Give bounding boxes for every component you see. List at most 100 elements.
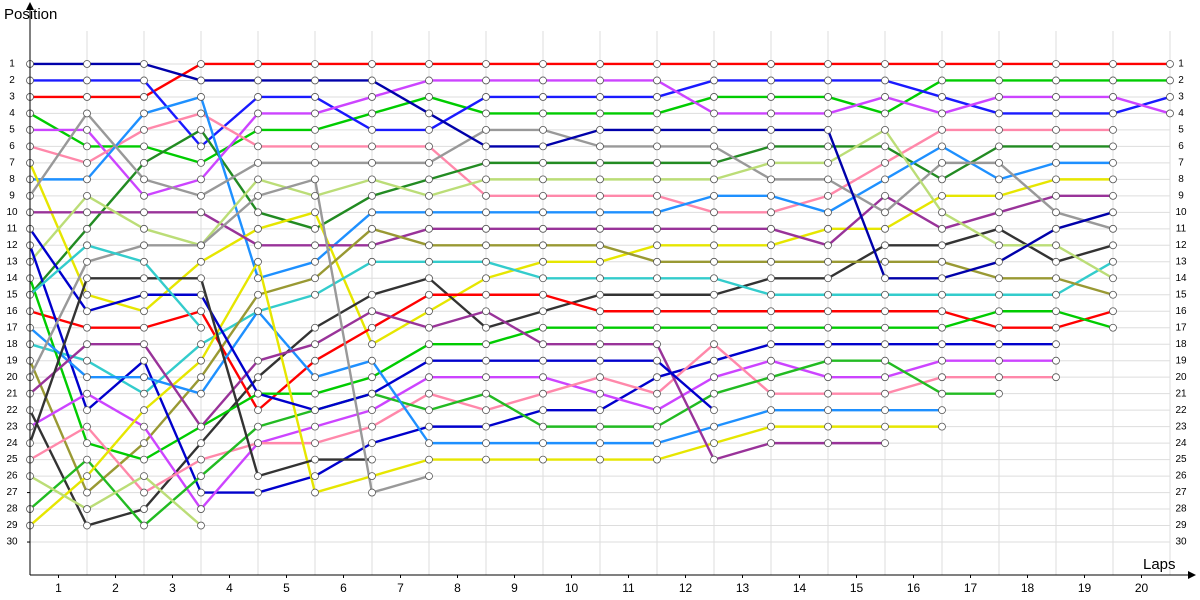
marker <box>254 224 262 233</box>
marker <box>995 356 1003 365</box>
marker <box>596 109 604 118</box>
marker <box>311 191 319 200</box>
marker <box>254 290 262 299</box>
y-tick-label-right: 12 <box>1175 240 1187 251</box>
marker <box>197 241 205 250</box>
marker <box>254 406 262 415</box>
marker <box>83 505 91 513</box>
marker <box>425 158 433 167</box>
marker <box>710 406 718 415</box>
marker <box>368 307 376 316</box>
x-tick-label: 2 <box>112 581 119 595</box>
marker <box>311 208 319 217</box>
series-line <box>28 227 1114 494</box>
marker <box>140 109 148 118</box>
marker <box>83 307 91 316</box>
marker <box>881 224 889 233</box>
marker <box>197 175 205 184</box>
marker <box>482 76 490 85</box>
x-tick-label: 20 <box>1135 581 1149 595</box>
marker <box>824 373 832 382</box>
marker <box>1109 175 1117 184</box>
marker <box>140 521 148 530</box>
marker <box>425 257 433 266</box>
marker <box>368 191 376 200</box>
marker <box>995 307 1003 316</box>
marker <box>881 60 889 68</box>
marker <box>824 389 832 398</box>
marker <box>140 439 148 448</box>
marker <box>881 290 889 299</box>
marker <box>995 290 1003 299</box>
marker <box>83 257 91 266</box>
x-tick-label: 4 <box>226 581 233 595</box>
x-tick-label: 19 <box>1078 581 1092 595</box>
series-line <box>30 95 1113 280</box>
marker <box>197 158 205 167</box>
y-tick-label-right: 14 <box>1175 273 1187 284</box>
marker <box>83 158 91 167</box>
marker <box>1166 109 1174 118</box>
y-tick-label: 13 <box>6 256 18 267</box>
marker <box>311 158 319 167</box>
marker <box>938 60 946 68</box>
marker <box>368 488 376 497</box>
marker <box>311 406 319 415</box>
marker <box>482 93 490 101</box>
marker <box>995 126 1003 134</box>
marker <box>368 142 376 151</box>
marker <box>482 274 490 283</box>
y-tick-label-right: 19 <box>1175 355 1187 366</box>
marker <box>254 274 262 283</box>
marker <box>938 76 946 85</box>
marker <box>767 257 775 266</box>
y-tick-label: 29 <box>6 520 18 531</box>
markers <box>26 60 1174 530</box>
y-tick-label-right: 26 <box>1175 471 1187 482</box>
series-line <box>28 162 1113 346</box>
marker <box>710 191 718 200</box>
y-tick-label: 30 <box>6 537 18 548</box>
marker <box>938 340 946 349</box>
marker <box>83 224 91 233</box>
y-tick-label-right: 3 <box>1178 92 1184 103</box>
marker <box>1052 175 1060 184</box>
marker <box>482 373 490 382</box>
marker <box>767 241 775 250</box>
marker <box>140 241 148 250</box>
marker <box>368 472 376 480</box>
y-tick-label: 21 <box>6 388 18 399</box>
series-line <box>29 128 1113 296</box>
y-axis-arrow <box>26 2 34 10</box>
marker <box>824 274 832 283</box>
y-tick-label-right: 16 <box>1175 306 1187 317</box>
marker <box>197 191 205 200</box>
marker <box>824 290 832 299</box>
y-tick-label: 24 <box>6 438 18 449</box>
marker <box>1109 158 1117 167</box>
marker <box>767 224 775 233</box>
y-tick-label: 6 <box>9 141 15 152</box>
marker <box>539 422 547 431</box>
x-axis-label: Laps <box>1143 556 1176 573</box>
series-line <box>29 359 999 527</box>
x-tick-label: 9 <box>511 581 518 595</box>
marker <box>938 175 946 184</box>
y-tick-label: 12 <box>6 240 18 251</box>
marker <box>83 175 91 184</box>
marker <box>83 439 91 448</box>
marker <box>881 373 889 382</box>
marker <box>881 307 889 316</box>
marker <box>938 307 946 316</box>
marker <box>539 208 547 217</box>
marker <box>482 60 490 68</box>
marker <box>653 109 661 118</box>
marker <box>767 340 775 349</box>
marker <box>1052 323 1060 332</box>
marker <box>254 191 262 200</box>
marker <box>824 93 832 101</box>
marker <box>197 257 205 266</box>
marker <box>881 76 889 85</box>
